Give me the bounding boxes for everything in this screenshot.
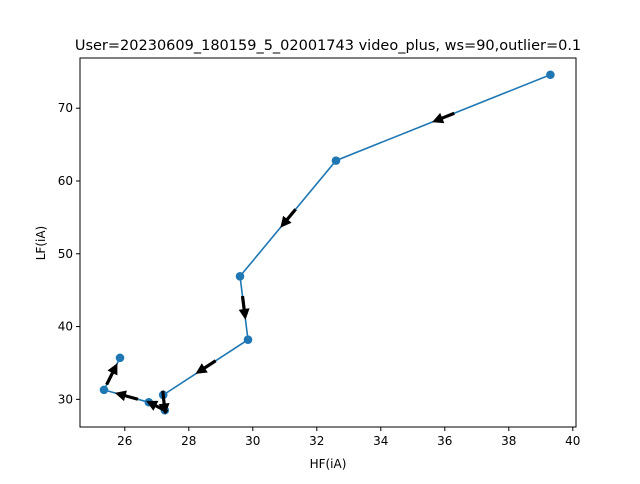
y-tick-label: 60 (58, 174, 73, 188)
data-point (332, 156, 341, 165)
data-point (236, 272, 245, 281)
y-tick-label: 40 (58, 320, 73, 334)
x-tick-label: 32 (309, 434, 324, 448)
x-tick-label: 28 (181, 434, 196, 448)
y-axis-label: LF(iA) (34, 226, 48, 261)
data-point (116, 354, 125, 363)
x-tick-label: 26 (117, 434, 132, 448)
data-point (100, 386, 109, 395)
y-tick-label: 50 (58, 247, 73, 261)
y-tick-label: 30 (58, 392, 73, 406)
x-tick-label: 40 (565, 434, 580, 448)
chart-title: User=20230609_180159_5_02001743 video_pl… (75, 38, 581, 54)
x-tick-label: 30 (245, 434, 260, 448)
x-tick-label: 34 (373, 434, 388, 448)
data-point (546, 70, 555, 79)
x-tick-label: 36 (437, 434, 452, 448)
data-point (244, 335, 253, 344)
x-tick-label: 38 (501, 434, 516, 448)
x-axis-label: HF(iA) (310, 457, 347, 471)
y-tick-label: 70 (58, 101, 73, 115)
